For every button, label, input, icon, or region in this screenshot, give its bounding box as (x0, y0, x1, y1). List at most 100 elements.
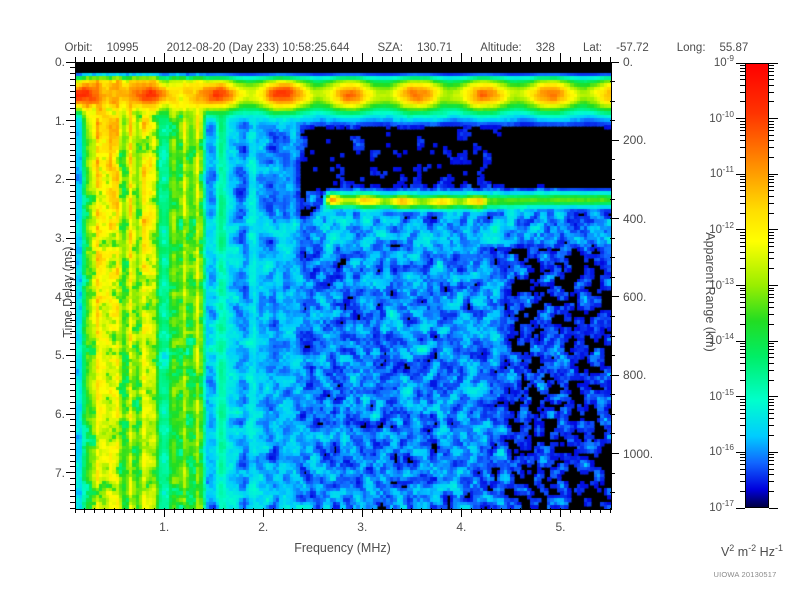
colorbar-minor-tick-right (769, 182, 774, 184)
x-minor-tick-top (282, 57, 284, 62)
colorbar-minor-tick-right (769, 468, 774, 470)
y-right-major-tick (610, 453, 619, 455)
x-minor-tick (351, 508, 353, 513)
y-left-major-tick (66, 120, 75, 122)
orbit-label: Orbit: (64, 42, 93, 54)
y-right-minor-tick (610, 178, 615, 180)
y-left-minor-tick (70, 460, 75, 462)
colorbar-minor-tick-left (740, 74, 745, 76)
colorbar-major-tick-left (736, 118, 745, 120)
colorbar-minor-tick-left (740, 468, 745, 470)
y-right-minor-tick (610, 394, 615, 396)
x-minor-tick (490, 508, 492, 513)
y-right-major-tick (610, 139, 619, 141)
datetime-value: 2012-08-20 (Day 233) 10:58:25.644 (166, 42, 350, 54)
y-right-minor-tick (610, 120, 615, 122)
y-left-minor-tick (70, 425, 75, 427)
y-left-minor-tick (70, 384, 75, 386)
colorbar-minor-tick-left (740, 251, 745, 253)
colorbar-gradient (746, 64, 768, 507)
colorbar-minor-tick-right (769, 268, 774, 270)
x-major-tick-top (559, 53, 561, 62)
x-minor-tick (371, 508, 373, 513)
x-minor-tick-top (292, 57, 294, 62)
colorbar (745, 63, 769, 508)
x-minor-tick (431, 508, 433, 513)
colorbar-minor-tick-right (769, 195, 774, 197)
y-left-tick-label: 1. (54, 113, 65, 128)
colorbar-minor-tick-right (769, 307, 774, 309)
y-left-minor-tick (70, 143, 75, 145)
y-left-minor-tick (70, 208, 75, 210)
x-minor-tick (183, 508, 185, 513)
x-minor-tick-top (94, 57, 96, 62)
x-minor-tick-top (579, 57, 581, 62)
y-left-minor-tick (70, 331, 75, 333)
x-minor-tick-top (599, 57, 601, 62)
colorbar-minor-tick-left (740, 290, 745, 292)
x-minor-tick (540, 508, 542, 513)
y-left-minor-tick (70, 507, 75, 509)
x-minor-tick (104, 508, 106, 513)
colorbar-minor-tick-left (740, 287, 745, 289)
y-left-minor-tick (70, 184, 75, 186)
y-left-major-tick (66, 354, 75, 356)
colorbar-major-tick-right (769, 285, 778, 286)
colorbar-major-tick-right (769, 173, 778, 175)
x-minor-tick-top (401, 57, 403, 62)
y-left-minor-tick (70, 501, 75, 503)
y-right-tick-label: 800. (623, 368, 647, 383)
x-minor-tick-top (500, 57, 502, 62)
colorbar-minor-tick-right (769, 418, 774, 420)
colorbar-minor-tick-left (740, 490, 745, 492)
figure-header: Orbit: 10995 2012-08-20 (Day 233) 10:58:25… (0, 30, 800, 66)
colorbar-minor-tick-left (740, 202, 745, 204)
x-minor-tick (579, 508, 581, 513)
colorbar-minor-tick-left (740, 362, 745, 364)
y-axis-left-title: Time Delay (ms) (61, 246, 75, 338)
y-right-minor-tick (610, 472, 615, 474)
colorbar-minor-tick-left (740, 352, 745, 354)
x-minor-tick (569, 508, 571, 513)
unit-v-exp: 2 (729, 542, 735, 553)
colorbar-minor-tick-left (740, 418, 745, 420)
y-left-major-tick (66, 178, 75, 180)
x-axis-tick-label: 1. (159, 520, 170, 534)
y-left-major-tick (66, 237, 75, 239)
y-left-minor-tick (70, 478, 75, 480)
colorbar-minor-tick-left (740, 79, 745, 81)
colorbar-minor-tick-left (740, 349, 745, 351)
colorbar-minor-tick-right (769, 241, 774, 243)
x-major-tick-top (163, 53, 165, 62)
colorbar-minor-tick-left (740, 147, 745, 149)
x-minor-tick (133, 508, 135, 513)
y-left-minor-tick (70, 90, 75, 92)
x-minor-tick-top (381, 57, 383, 62)
x-minor-tick (143, 508, 145, 513)
x-minor-tick-top (242, 57, 244, 62)
y-left-minor-tick (70, 249, 75, 251)
x-minor-tick (421, 508, 423, 513)
colorbar-minor-tick-left (740, 425, 745, 427)
y-right-minor-tick (610, 413, 615, 415)
colorbar-minor-tick-left (740, 314, 745, 316)
colorbar-minor-tick-left (740, 379, 745, 381)
colorbar-minor-tick-right (769, 369, 774, 371)
x-minor-tick (114, 508, 116, 513)
colorbar-minor-tick-left (740, 237, 745, 239)
colorbar-major-tick-right (769, 229, 778, 231)
x-minor-tick-top (371, 57, 373, 62)
x-minor-tick-top (540, 57, 542, 62)
colorbar-minor-tick-right (769, 190, 774, 192)
colorbar-minor-tick-left (740, 323, 745, 325)
unit-hz: Hz (756, 545, 775, 559)
x-minor-tick-top (104, 57, 106, 62)
colorbar-minor-tick-left (740, 297, 745, 299)
y-right-tick-label: 400. (623, 211, 647, 226)
y-left-minor-tick (70, 190, 75, 192)
colorbar-minor-tick-left (740, 212, 745, 214)
x-minor-tick-top (153, 57, 155, 62)
x-minor-tick-top (470, 57, 472, 62)
lat-value: -57.72 (616, 42, 649, 54)
x-minor-tick-top (143, 57, 145, 62)
